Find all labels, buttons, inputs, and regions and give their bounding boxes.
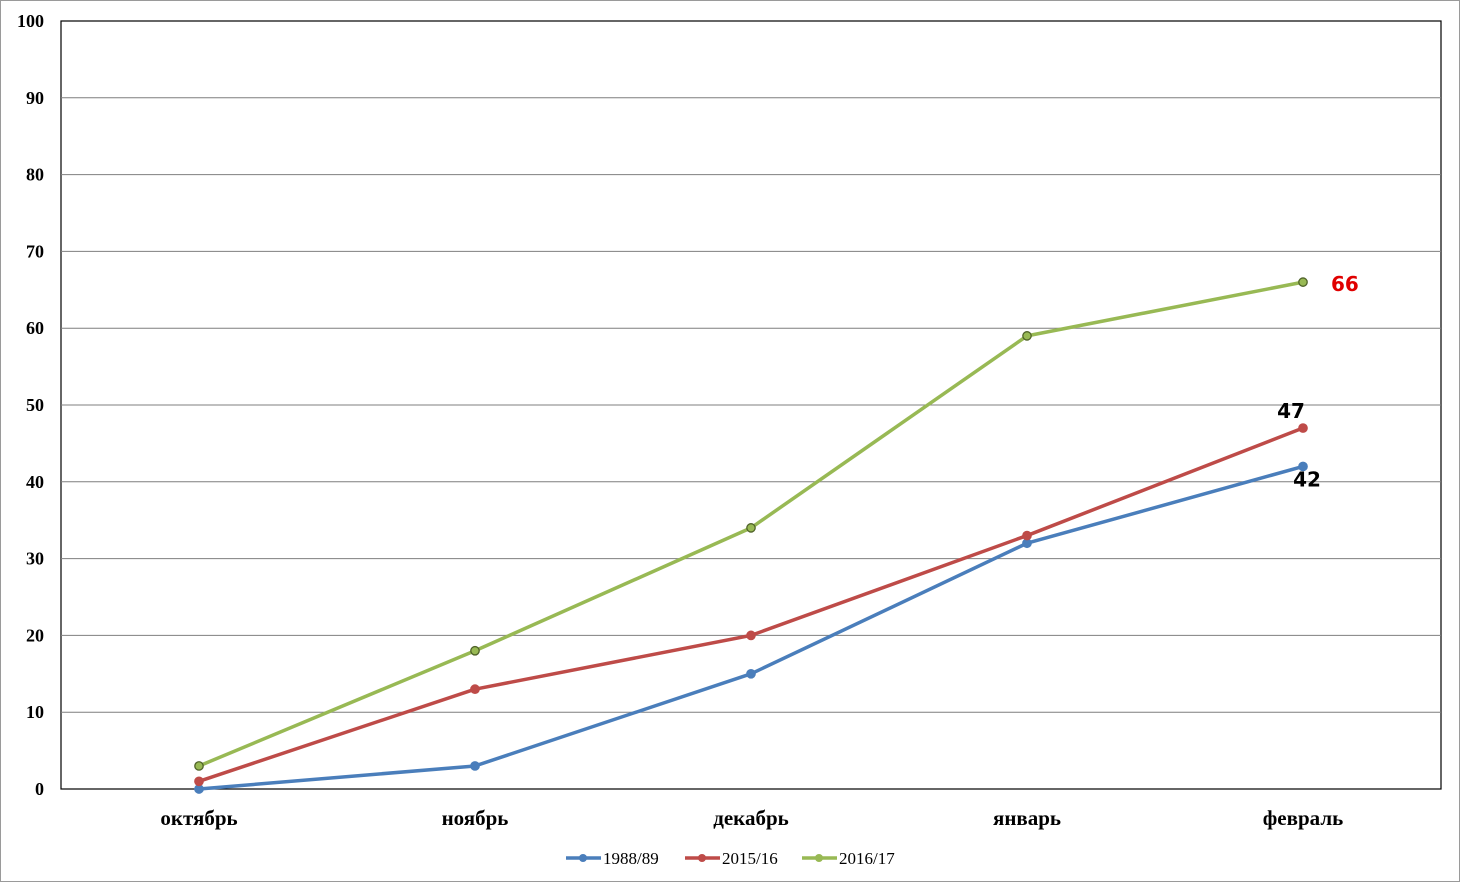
x-axis-ticks: октябрь ноябрь декабрь январь февраль bbox=[160, 806, 1343, 830]
series-2016-17 bbox=[194, 277, 1308, 771]
legend-marker bbox=[815, 854, 823, 862]
y-tick-label: 30 bbox=[26, 549, 44, 569]
data-point bbox=[194, 761, 204, 771]
x-tick-label: февраль bbox=[1263, 806, 1343, 830]
legend: 1988/89 2015/16 2016/17 bbox=[566, 849, 895, 868]
series-2015-16 bbox=[194, 423, 1308, 787]
gridlines bbox=[61, 97, 1441, 713]
x-tick-label: ноябрь bbox=[442, 806, 509, 830]
data-point bbox=[470, 684, 480, 695]
data-label: 42 bbox=[1293, 467, 1321, 491]
data-point bbox=[1298, 461, 1308, 472]
legend-label: 1988/89 bbox=[603, 849, 659, 868]
data-point bbox=[470, 761, 480, 771]
data-label: 47 bbox=[1277, 399, 1305, 423]
data-point bbox=[746, 668, 756, 679]
legend-marker bbox=[579, 854, 587, 862]
x-tick-label: январь bbox=[993, 806, 1061, 830]
data-point bbox=[1022, 530, 1032, 541]
data-point bbox=[1022, 331, 1032, 341]
data-point bbox=[1298, 423, 1308, 433]
legend-item: 2015/16 bbox=[685, 849, 778, 868]
series-1988-89 bbox=[194, 461, 1308, 794]
y-tick-label: 20 bbox=[26, 625, 44, 645]
legend-item: 2016/17 bbox=[802, 849, 895, 868]
y-axis-ticks: 0 10 20 30 40 50 60 70 80 90 100 bbox=[17, 11, 44, 799]
y-tick-label: 70 bbox=[26, 241, 44, 261]
data-point bbox=[746, 523, 756, 533]
data-point bbox=[1298, 277, 1308, 287]
y-tick-label: 10 bbox=[26, 702, 44, 722]
y-tick-label: 90 bbox=[26, 88, 44, 108]
legend-item: 1988/89 bbox=[566, 849, 659, 868]
y-tick-label: 60 bbox=[26, 318, 44, 338]
legend-label: 2015/16 bbox=[722, 849, 778, 868]
data-point bbox=[746, 630, 756, 641]
y-tick-label: 40 bbox=[26, 472, 44, 492]
y-tick-label: 0 bbox=[35, 779, 44, 799]
data-label: 66 bbox=[1331, 272, 1359, 296]
y-tick-label: 80 bbox=[26, 165, 44, 185]
y-tick-label: 50 bbox=[26, 395, 44, 415]
x-tick-label: октябрь bbox=[160, 806, 237, 830]
y-tick-label: 100 bbox=[17, 11, 44, 31]
data-point bbox=[194, 776, 204, 787]
legend-marker bbox=[698, 854, 706, 862]
x-tick-label: декабрь bbox=[713, 806, 789, 830]
series-lines bbox=[194, 277, 1308, 794]
data-point bbox=[470, 645, 480, 656]
legend-label: 2016/17 bbox=[839, 849, 895, 868]
data-annotations: 66 47 42 bbox=[1277, 272, 1359, 491]
